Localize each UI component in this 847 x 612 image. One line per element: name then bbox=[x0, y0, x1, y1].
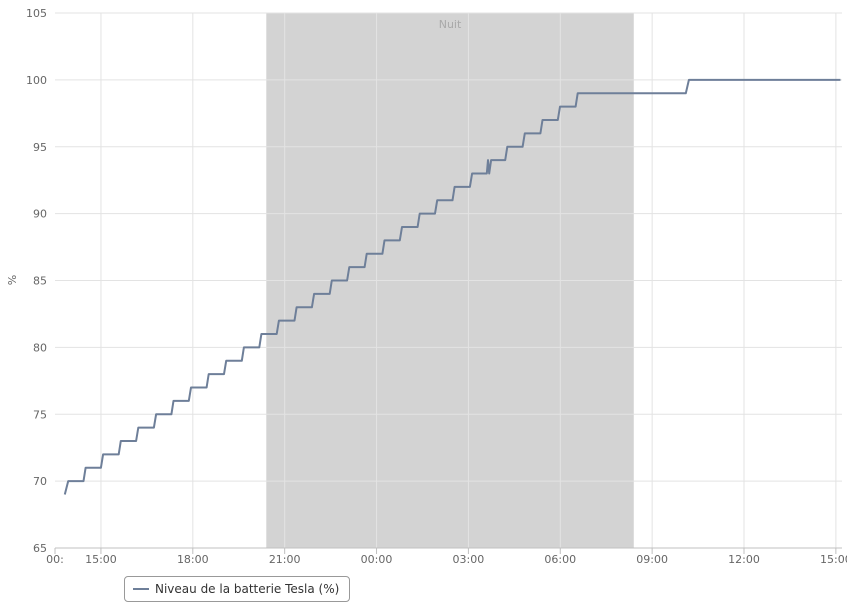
series-line-0 bbox=[63, 78, 841, 495]
x-axis: 00: 15:00 18:00 21:00 00:00 03:00 06:00 09:00 12… bbox=[46, 547, 847, 566]
legend-swatch-line bbox=[133, 588, 149, 590]
y-tick-label: 95 bbox=[33, 141, 47, 154]
y-tick-label: 85 bbox=[33, 275, 47, 288]
y-tick-label: 65 bbox=[33, 542, 47, 555]
x-tick-label: 06:00 bbox=[544, 553, 576, 566]
y-tick-label: 90 bbox=[33, 208, 47, 221]
y-tick-label: 100 bbox=[26, 74, 47, 87]
x-tick-label: 12:00 bbox=[728, 553, 760, 566]
x-tick-label: 09:00 bbox=[636, 553, 668, 566]
series-layer bbox=[63, 78, 841, 495]
x-tick-label: 03:00 bbox=[453, 553, 485, 566]
plot-band-label: Nuit bbox=[439, 18, 462, 31]
y-axis-label: % bbox=[6, 275, 19, 285]
legend-label: Niveau de la batterie Tesla (%) bbox=[155, 582, 340, 596]
y-axis: 65 70 75 80 85 90 95 100 105 bbox=[26, 7, 47, 555]
grid-lines bbox=[55, 12, 842, 549]
y-tick-label: 80 bbox=[33, 341, 47, 354]
x-tick-label: 21:00 bbox=[269, 553, 301, 566]
x-tick-label: 15:00 bbox=[820, 553, 847, 566]
y-tick-label: 105 bbox=[26, 7, 47, 20]
x-tick-label: 15:00 bbox=[85, 553, 117, 566]
x-tick-label: 18:00 bbox=[177, 553, 209, 566]
y-tick-label: 70 bbox=[33, 475, 47, 488]
y-tick-label: 75 bbox=[33, 408, 47, 421]
x-tick-label: 00:00 bbox=[361, 553, 393, 566]
legend[interactable]: Niveau de la batterie Tesla (%) bbox=[124, 576, 351, 602]
x-tick-label: 00: bbox=[46, 553, 64, 566]
